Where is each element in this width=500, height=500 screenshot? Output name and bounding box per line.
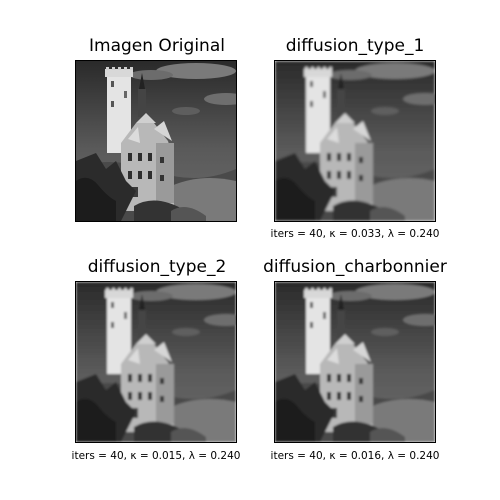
panel-title-original: Imagen Original (89, 36, 225, 56)
caption-diffusion-type-2: iters = 40, κ = 0.015, λ = 0.240 (71, 450, 241, 462)
panel-title-diffusion-type-1: diffusion_type_1 (285, 36, 425, 56)
diffusion-type-1-image (274, 60, 436, 222)
panel-title-diffusion-charbonnier: diffusion_charbonnier (263, 257, 447, 277)
diffusion-charbonnier-image (274, 281, 436, 443)
panel-title-diffusion-type-2: diffusion_type_2 (87, 257, 227, 277)
caption-diffusion-charbonnier: iters = 40, κ = 0.016, λ = 0.240 (270, 450, 440, 462)
original-image (75, 60, 237, 222)
caption-diffusion-type-1: iters = 40, κ = 0.033, λ = 0.240 (270, 228, 440, 240)
diffusion-type-2-image (75, 281, 237, 443)
